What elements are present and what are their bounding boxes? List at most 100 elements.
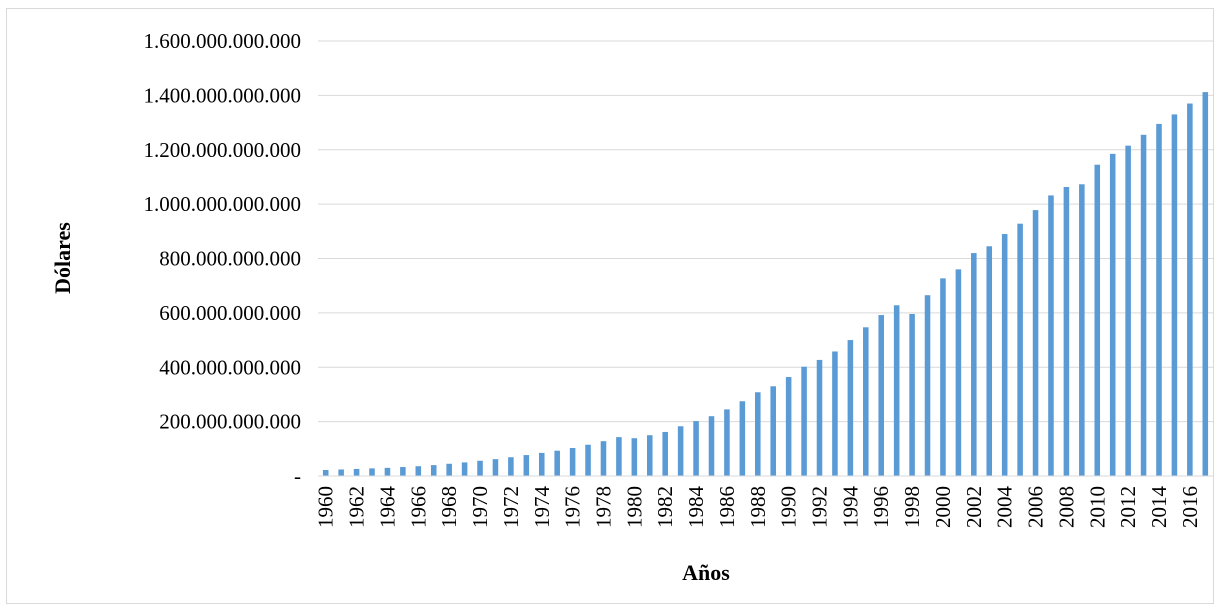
bar — [338, 469, 344, 476]
bar — [971, 253, 977, 476]
y-axis-title: Dólares — [50, 222, 75, 294]
bar — [724, 409, 730, 476]
x-tick-label: 1988 — [746, 486, 770, 528]
y-tick-label: 1.600.000.000.000 — [144, 29, 302, 53]
bar — [1109, 153, 1116, 476]
bar — [832, 351, 838, 476]
bar — [616, 437, 622, 476]
bar — [1094, 164, 1101, 476]
x-tick-label: 1980 — [622, 486, 646, 528]
chart-frame — [6, 8, 1214, 604]
y-tick-label: 1.000.000.000.000 — [144, 192, 302, 216]
x-tick-label: 2008 — [1054, 486, 1078, 528]
bar — [755, 392, 761, 476]
bar — [1017, 223, 1023, 476]
x-tick-label: 2002 — [962, 486, 986, 528]
bar — [554, 450, 560, 476]
x-tick-label: 2004 — [993, 486, 1017, 529]
bar — [801, 366, 807, 476]
bar — [893, 305, 900, 476]
bar — [400, 467, 406, 476]
bar — [415, 466, 422, 476]
x-tick-label: 2014 — [1147, 486, 1171, 529]
bar — [1187, 103, 1193, 476]
bar — [1063, 186, 1070, 476]
x-tick-label: 1968 — [437, 486, 461, 528]
bar — [739, 401, 746, 476]
bar — [1125, 145, 1131, 476]
x-tick-label: 1970 — [468, 486, 492, 528]
x-tick-label: 1972 — [499, 486, 523, 528]
y-tick-label: 1.200.000.000.000 — [144, 138, 302, 162]
bar — [430, 465, 437, 476]
x-tick-label: 2006 — [1024, 486, 1048, 528]
y-tick-label: 200.000.000.000 — [159, 410, 301, 434]
bar — [677, 426, 684, 476]
bar — [1156, 123, 1162, 476]
bar — [1171, 114, 1178, 476]
x-tick-label: 1978 — [591, 486, 615, 528]
bar — [940, 278, 946, 476]
x-tick-label: 2012 — [1116, 486, 1140, 528]
bar — [863, 327, 869, 476]
bar — [631, 438, 638, 476]
x-tick-label: 1996 — [869, 486, 893, 528]
y-tick-label: 400.000.000.000 — [159, 355, 301, 379]
bar — [955, 269, 962, 476]
x-tick-label: 1992 — [808, 486, 832, 528]
bar — [1140, 134, 1147, 476]
y-tick-label: 600.000.000.000 — [159, 301, 301, 325]
bar — [569, 447, 576, 476]
bar — [1032, 210, 1039, 476]
bar — [322, 470, 329, 476]
x-tick-label: 1994 — [838, 486, 862, 529]
bar — [785, 377, 792, 476]
x-tick-label: 1976 — [561, 486, 585, 528]
y-axis-tick-labels: - 200.000.000.000 400.000.000.000 600.000.0… — [144, 29, 302, 488]
bar — [585, 444, 591, 476]
bar — [1079, 184, 1085, 476]
bar — [924, 295, 931, 476]
bar — [708, 416, 715, 476]
x-tick-label: 1962 — [345, 486, 369, 528]
bar — [461, 462, 468, 476]
bar — [662, 431, 668, 476]
bar — [477, 460, 483, 476]
bar — [770, 386, 776, 476]
x-tick-label: 2010 — [1085, 486, 1109, 528]
bar — [646, 435, 653, 476]
bar — [909, 313, 915, 476]
x-tick-label: 1984 — [684, 486, 708, 529]
x-tick-label: 1964 — [375, 486, 399, 529]
bar — [600, 441, 607, 476]
x-tick-label: 1974 — [530, 486, 554, 529]
bar — [523, 455, 530, 476]
bar — [446, 463, 452, 476]
y-tick-label: 800.000.000.000 — [159, 247, 301, 271]
x-tick-label: 1990 — [777, 486, 801, 528]
x-tick-label: 1960 — [314, 486, 338, 528]
bar — [878, 315, 885, 476]
bar — [693, 421, 699, 476]
x-tick-label: 1966 — [406, 486, 430, 528]
x-tick-label: 1986 — [715, 486, 739, 528]
bar — [1202, 92, 1209, 477]
y-tick-label: - — [294, 464, 301, 488]
bar — [847, 340, 854, 476]
bars — [322, 92, 1209, 477]
y-tick-label: 1.400.000.000.000 — [144, 83, 302, 107]
x-tick-label: 1998 — [900, 486, 924, 528]
bar — [538, 452, 545, 476]
x-tick-label: 2016 — [1178, 486, 1202, 528]
bar — [816, 359, 823, 476]
bar — [492, 459, 499, 476]
bar — [369, 468, 375, 476]
x-axis-title: Años — [682, 560, 730, 585]
bar — [384, 467, 391, 476]
bar — [1001, 234, 1008, 476]
x-tick-label: 2000 — [931, 486, 955, 528]
gridlines — [318, 40, 1213, 423]
bar — [986, 246, 993, 476]
bar — [353, 468, 360, 476]
